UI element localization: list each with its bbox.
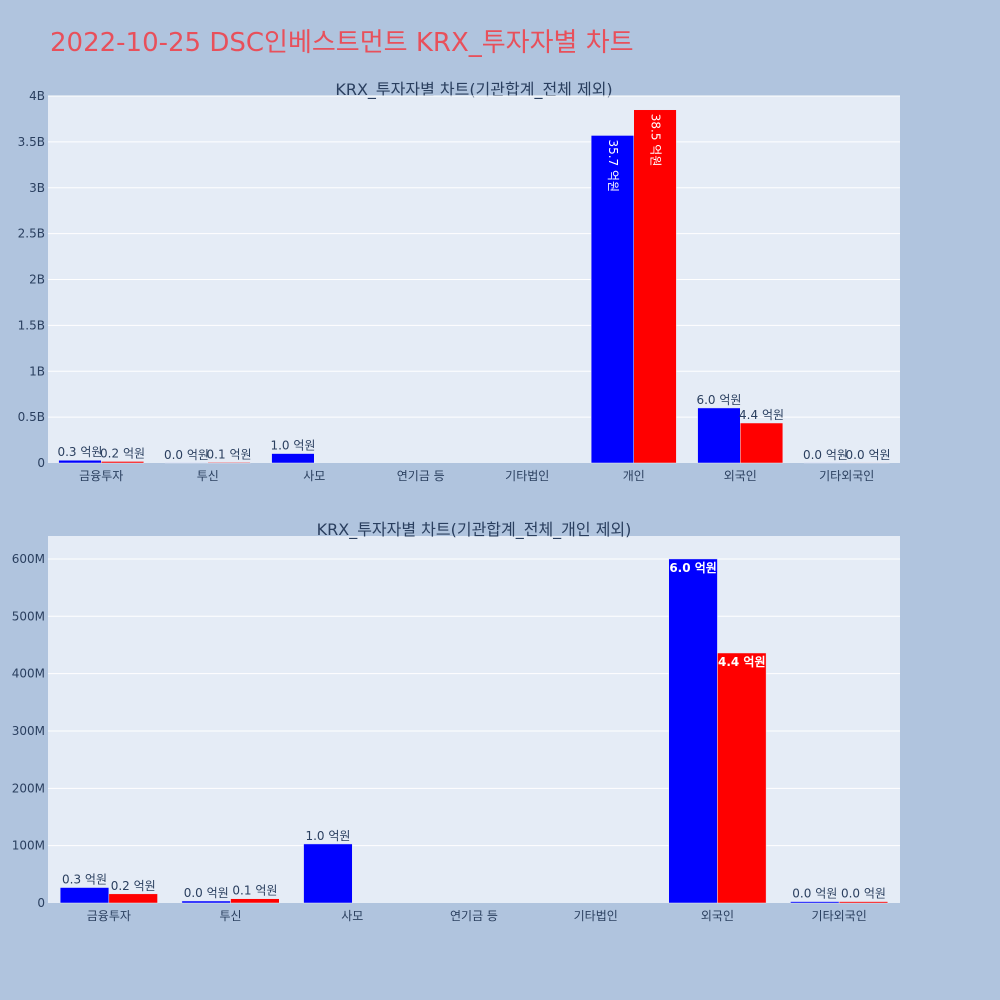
chart-title: KRX_투자자별 차트(기관합계_전체 제외) xyxy=(335,80,612,100)
y-tick-label: 2B xyxy=(29,273,45,287)
y-tick-label: 600M xyxy=(12,552,45,566)
bar-data-label: 4.4 억원 xyxy=(739,408,784,422)
y-tick-label: 1.5B xyxy=(18,318,45,332)
x-tick-label: 금융투자 xyxy=(87,909,131,923)
bar-data-label: 0.1 억원 xyxy=(232,884,277,898)
y-tick-label: 1B xyxy=(29,364,45,378)
bar xyxy=(108,893,158,904)
x-tick-label: 연기금 등 xyxy=(397,469,445,483)
page-title: 2022-10-25 DSC인베스트먼트 KRX_투자자별 차트 xyxy=(50,28,634,58)
y-tick-label: 500M xyxy=(12,609,45,623)
bar-data-label: 0.0 억원 xyxy=(164,448,209,462)
y-tick-label: 300M xyxy=(12,724,45,738)
bar-data-label: 0.3 억원 xyxy=(62,873,107,887)
plot-area xyxy=(48,536,900,903)
bar xyxy=(668,558,718,904)
x-tick-label: 기타법인 xyxy=(574,909,618,923)
x-tick-label: 금융투자 xyxy=(79,469,123,483)
bar-data-label: 0.1 억원 xyxy=(207,447,252,461)
bar xyxy=(271,453,315,464)
bar xyxy=(230,898,280,904)
bar-data-label: 35.7 억원 xyxy=(606,139,620,192)
y-tick-label: 100M xyxy=(12,839,45,853)
y-tick-label: 0 xyxy=(37,896,45,910)
bar-data-label: 0.0 억원 xyxy=(792,887,837,901)
x-tick-label: 연기금 등 xyxy=(450,909,498,923)
bar xyxy=(59,887,110,904)
bar xyxy=(633,109,677,464)
bar xyxy=(58,459,102,464)
bar xyxy=(740,422,784,464)
bar-data-label: 0.0 억원 xyxy=(841,887,886,901)
bar-data-label: 6.0 억원 xyxy=(696,393,741,407)
x-tick-label: 기타외국인 xyxy=(812,909,867,923)
bar xyxy=(101,461,145,464)
x-tick-label: 외국인 xyxy=(724,469,757,483)
bar-data-label: 38.5 억원 xyxy=(649,114,663,167)
x-tick-label: 기타법인 xyxy=(505,469,549,483)
y-tick-label: 2.5B xyxy=(18,227,45,241)
y-tick-label: 4B xyxy=(29,89,45,103)
y-tick-label: 0 xyxy=(37,456,45,470)
y-tick-label: 0.5B xyxy=(18,410,45,424)
y-tick-label: 3.5B xyxy=(18,135,45,149)
bar xyxy=(207,462,251,464)
bar-data-label: 0.2 억원 xyxy=(111,879,156,893)
bar-data-label: 6.0 억원 xyxy=(669,561,717,575)
bar xyxy=(790,901,840,904)
chart-investor-all: KRX_투자자별 차트(기관합계_전체 제외) 0 0.5B 1B 1.5B 2B 2.5B… xyxy=(18,80,900,483)
bar-data-label: 0.2 억원 xyxy=(100,446,145,460)
bar xyxy=(717,652,767,904)
bar-data-label: 1.0 억원 xyxy=(270,439,315,453)
y-tick-label: 3B xyxy=(29,181,45,195)
x-tick-label: 투신 xyxy=(197,469,219,483)
x-tick-label: 사모 xyxy=(303,469,325,483)
bar-data-label: 0.0 억원 xyxy=(846,448,891,462)
bar xyxy=(838,901,889,904)
x-tick-label: 투신 xyxy=(220,909,242,923)
bar-data-label: 0.0 억원 xyxy=(803,448,848,462)
x-tick-label: 기타외국인 xyxy=(819,469,874,483)
bar xyxy=(303,843,353,904)
chart-investor-excl-individual: KRX_투자자별 차트(기관합계_전체_개인 제외) 0 100M 200M 300M 4… xyxy=(12,520,900,923)
x-tick-label: 개인 xyxy=(623,469,645,483)
bar-data-label: 0.0 억원 xyxy=(184,886,229,900)
bar-data-label: 1.0 억원 xyxy=(305,829,350,843)
chart-title: KRX_투자자별 차트(기관합계_전체_개인 제외) xyxy=(317,520,632,540)
bar-data-label: 0.3 억원 xyxy=(57,445,102,459)
bar xyxy=(181,900,231,904)
bar-data-label: 4.4 억원 xyxy=(718,655,766,669)
x-tick-label: 외국인 xyxy=(701,909,734,923)
bar xyxy=(697,407,741,464)
x-tick-label: 사모 xyxy=(341,909,363,923)
y-tick-label: 400M xyxy=(12,667,45,681)
y-tick-label: 200M xyxy=(12,781,45,795)
